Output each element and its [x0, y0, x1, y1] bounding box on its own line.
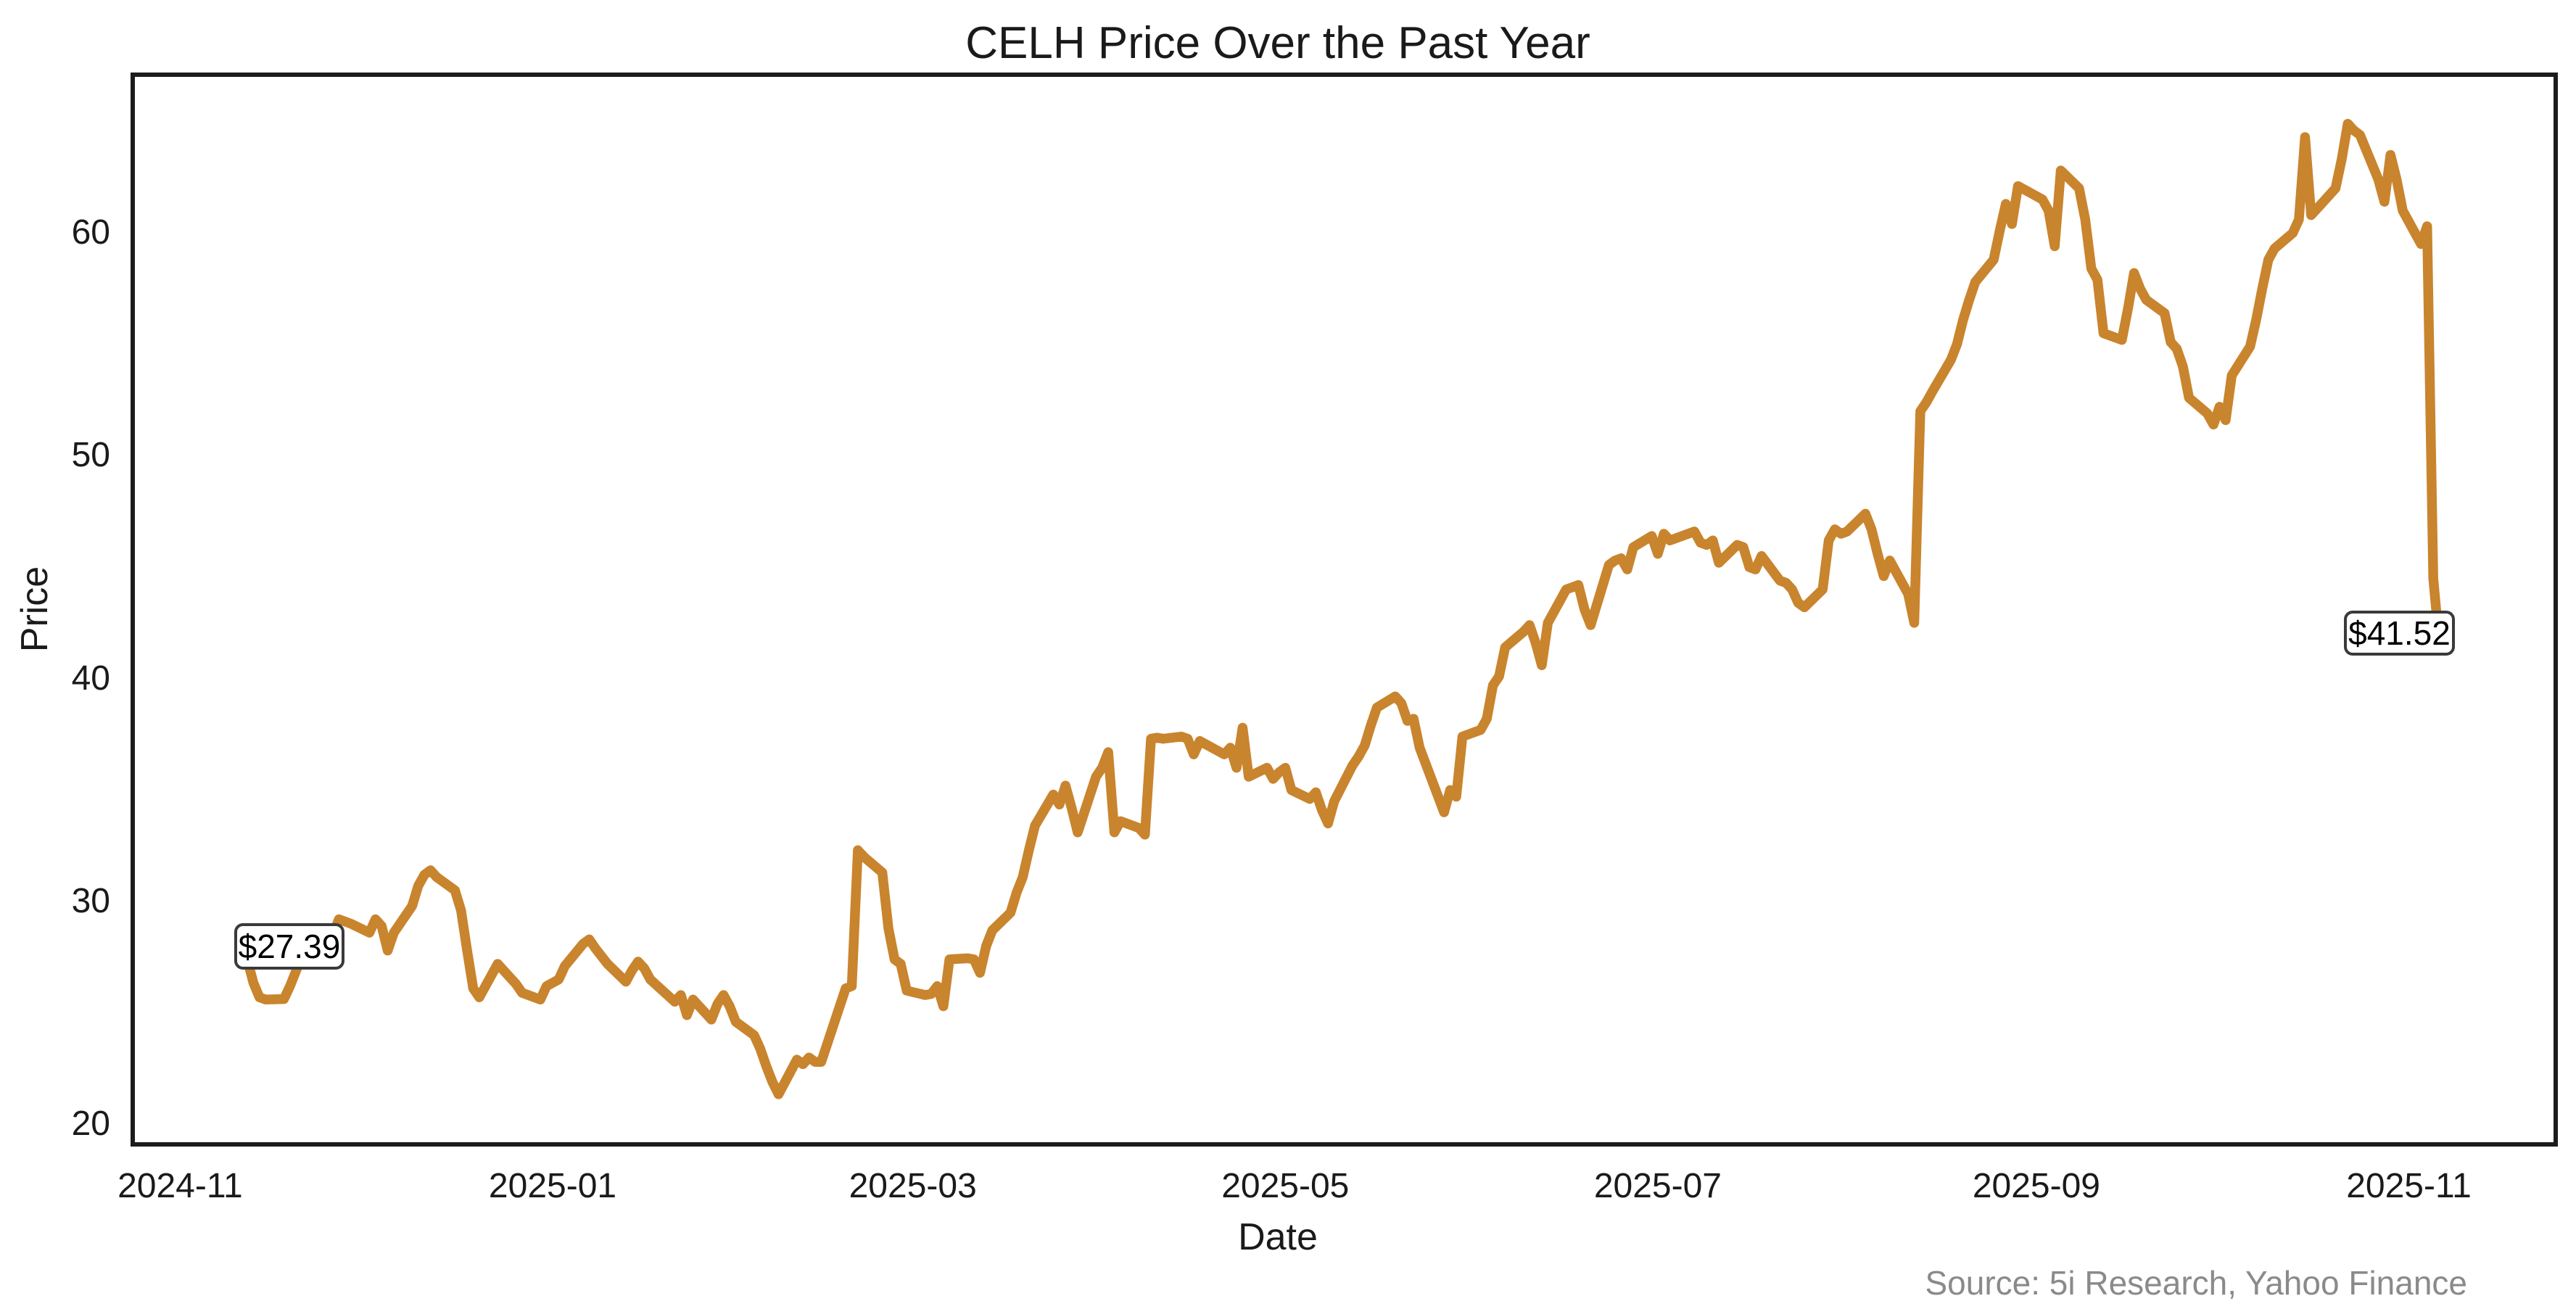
x-axis-label: Date	[1238, 1216, 1318, 1258]
y-tick-label: 20	[71, 1104, 110, 1144]
y-tick-label: 30	[71, 882, 110, 921]
price-annotation: $27.39	[234, 923, 344, 970]
x-tick-label: 2025-01	[488, 1167, 617, 1205]
x-tick-label: 2025-03	[849, 1167, 977, 1205]
price-line	[242, 118, 2445, 1099]
chart-title: CELH Price Over the Past Year	[965, 18, 1590, 68]
x-tick-label: 2025-05	[1221, 1167, 1350, 1205]
y-tick-label: 50	[71, 436, 110, 475]
plot-border	[131, 73, 2558, 1147]
y-axis-label: Price	[14, 566, 56, 653]
y-tick-label: 60	[71, 213, 110, 252]
y-tick-label: 40	[71, 658, 110, 698]
x-tick-label: 2025-11	[2346, 1167, 2472, 1205]
source-note: Source: 5i Research, Yahoo Finance	[1925, 1264, 2467, 1302]
x-tick-label: 2024-11	[117, 1167, 243, 1205]
price-annotation: $41.52	[2344, 611, 2455, 656]
x-tick-label: 2025-09	[1972, 1167, 2100, 1205]
x-tick-label: 2025-07	[1593, 1167, 1722, 1205]
